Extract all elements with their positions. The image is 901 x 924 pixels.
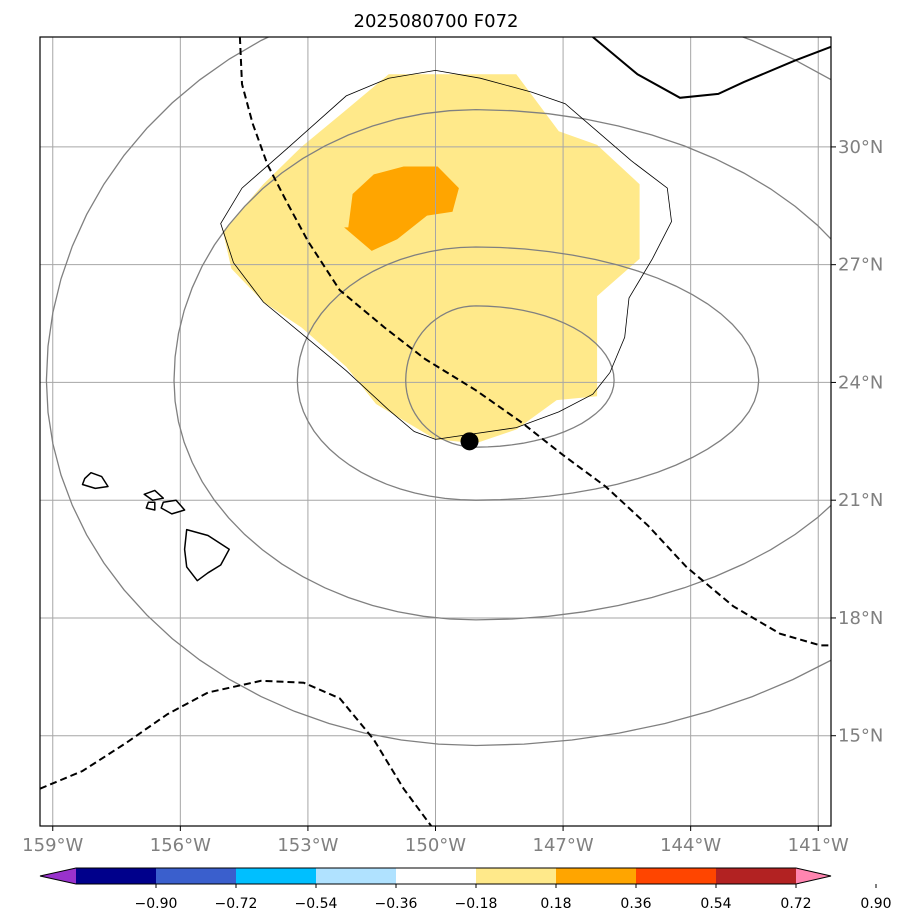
colorbar-tick-label: −0.36	[375, 896, 418, 912]
plot-area	[39, 36, 832, 827]
island-1	[81, 471, 109, 490]
filled-region-2	[344, 166, 459, 251]
dashed-line-2	[40, 679, 433, 826]
contour-ring-4	[45, 37, 831, 747]
thin-contour-outline	[220, 69, 672, 440]
colorbar-box	[236, 868, 317, 884]
island-2	[143, 489, 165, 501]
island-4	[160, 499, 186, 515]
contour-ring-2	[296, 246, 760, 501]
colorbar-tick-label: −0.54	[295, 896, 338, 912]
center-marker	[460, 432, 479, 451]
y-tick-label: 18°N	[838, 608, 883, 629]
colorbar-box	[476, 868, 557, 884]
y-tick-label: 27°N	[838, 255, 883, 276]
y-tick-label: 21°N	[838, 490, 883, 511]
x-tick-label: 147°W	[533, 835, 594, 856]
colorbar-box	[396, 868, 477, 884]
x-tick-label: 141°W	[788, 835, 849, 856]
y-tick-label: 24°N	[838, 372, 883, 393]
contour-ring-1	[405, 305, 615, 448]
contour-rings	[45, 37, 831, 747]
x-tick-label: 153°W	[277, 835, 338, 856]
y-tick-label: 30°N	[838, 137, 883, 158]
colorbar-box	[156, 868, 237, 884]
chart-title: 2025080700 F072	[354, 11, 519, 32]
solid-line-1	[592, 37, 831, 99]
x-tick-label: 156°W	[150, 835, 211, 856]
x-tick-label: 150°W	[405, 835, 466, 856]
colorbar-tick-label: 0.36	[620, 896, 651, 912]
x-axis-ticks: 159°W 156°W 153°W 150°W 147°W 144°W 141°W	[22, 826, 849, 856]
colorbar-tick-label: −0.18	[455, 896, 498, 912]
y-axis-ticks: 15°N 18°N 21°N 24°N 27°N 30°N	[831, 137, 883, 747]
colorbar-tick-label: 0.72	[780, 896, 811, 912]
colorbar-box	[316, 868, 397, 884]
gridlines	[40, 37, 831, 826]
colorbar-tick-label: 0.18	[540, 896, 571, 912]
filled-region-1	[222, 74, 640, 444]
contour-ring-3	[173, 108, 831, 621]
island-3	[145, 501, 156, 511]
y-tick-label: 15°N	[838, 726, 883, 747]
colorbar-tick-label: −0.72	[215, 896, 258, 912]
colorbar-extend-max	[796, 868, 831, 884]
island-5	[183, 528, 230, 582]
colorbar-tick-label: 0.90	[860, 896, 891, 912]
x-tick-label: 144°W	[660, 835, 721, 856]
colorbar-tick-label: 0.54	[700, 896, 731, 912]
colorbar-box	[636, 868, 717, 884]
x-tick-label: 159°W	[22, 835, 83, 856]
colorbar-box	[716, 868, 797, 884]
colorbar-box	[556, 868, 637, 884]
colorbar-outline	[39, 867, 832, 885]
dashed-line-1	[238, 37, 831, 647]
colorbar: −0.90 −0.72 −0.54 −0.36 −0.18 0.18 0.36 0.54 0.7…	[39, 867, 892, 912]
colorbar-box	[76, 868, 157, 884]
colorbar-extend-min	[40, 868, 76, 884]
hawaii-islands	[81, 471, 230, 582]
colorbar-tick-label: −0.90	[135, 896, 178, 912]
